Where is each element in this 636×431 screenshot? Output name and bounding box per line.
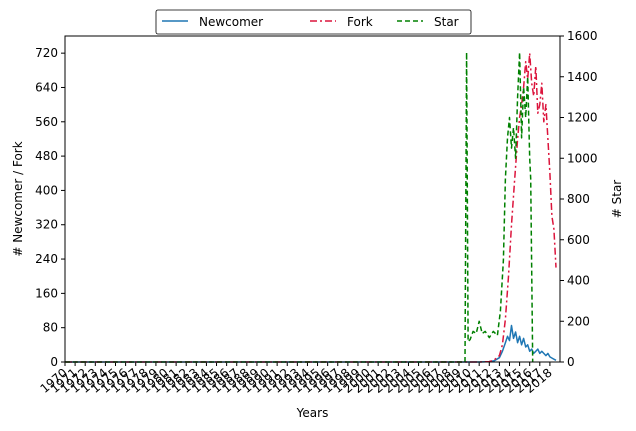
y-right-tick-label: 600: [567, 233, 590, 247]
y-left-axis-label: # Newcomer / Fork: [11, 141, 25, 256]
y-left-tick-label: 240: [35, 252, 58, 266]
plot-frame: [64, 35, 561, 363]
y-right-tick-label: 200: [567, 314, 590, 328]
x-axis-label: Years: [296, 406, 329, 420]
y-right-tick-label: 800: [567, 192, 590, 206]
y-left-tick-label: 80: [43, 321, 58, 335]
legend-label-star: Star: [434, 15, 459, 29]
legend-label-fork: Fork: [347, 15, 373, 29]
y-right-tick-label: 0: [567, 355, 575, 369]
y-left-tick-label: 160: [35, 286, 58, 300]
y-right-tick-label: 1400: [567, 70, 598, 84]
series-line-newcomer: [65, 324, 557, 363]
y-right-tick-label: 1200: [567, 111, 598, 125]
y-left-tick-label: 0: [50, 355, 58, 369]
y-right-tick-label: 1600: [567, 29, 598, 43]
y-left-tick-label: 320: [35, 218, 58, 232]
y-right-axis-label: # Star: [610, 180, 624, 219]
legend-box: [155, 9, 472, 35]
legend-label-newcomer: Newcomer: [199, 15, 263, 29]
y-left-tick-label: 560: [35, 115, 58, 129]
y-right-tick-label: 400: [567, 274, 590, 288]
y-right-tick-label: 1000: [567, 151, 598, 165]
y-left-tick-label: 480: [35, 149, 58, 163]
series-line-star: [65, 51, 534, 363]
series-line-fork: [65, 52, 557, 363]
y-left-tick-label: 400: [35, 183, 58, 197]
y-left-tick-label: 720: [35, 46, 58, 60]
y-left-tick-label: 640: [35, 80, 58, 94]
